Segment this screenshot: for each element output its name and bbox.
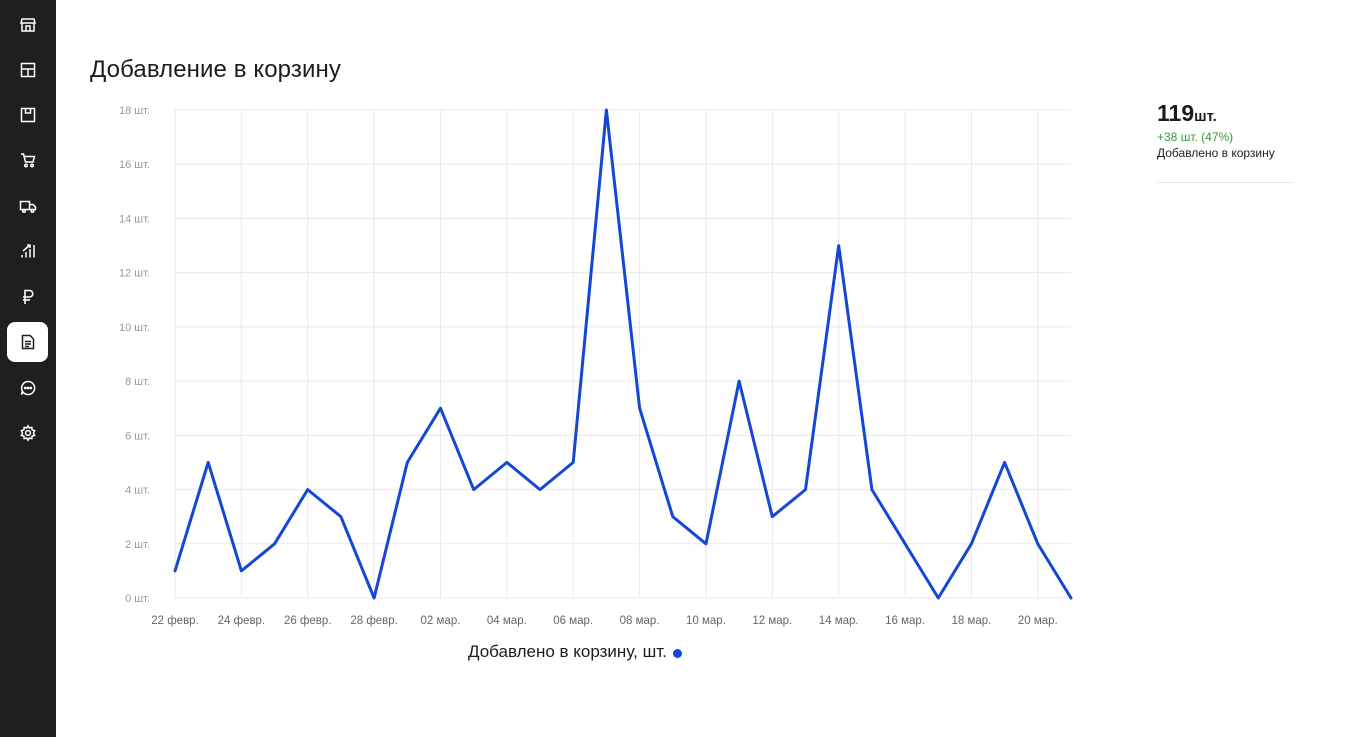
nav-item-delivery[interactable] — [7, 186, 48, 226]
data-point[interactable] — [768, 513, 776, 521]
analytics-icon — [20, 244, 35, 258]
x-tick-label: 12 мар. — [752, 615, 792, 627]
data-point[interactable] — [204, 458, 212, 466]
data-point[interactable] — [735, 377, 743, 385]
package-icon — [20, 107, 35, 123]
data-point[interactable] — [171, 567, 179, 575]
summary-total: 119 — [1157, 100, 1195, 126]
truck-icon — [19, 200, 36, 214]
x-tick-label: 18 мар. — [951, 615, 991, 627]
x-tick-label: 08 мар. — [620, 615, 660, 627]
data-point[interactable] — [868, 486, 876, 494]
y-tick-label: 2 шт. — [125, 539, 150, 551]
sidebar — [0, 0, 56, 737]
data-point[interactable] — [1067, 594, 1075, 602]
ruble-icon — [22, 289, 33, 304]
data-point[interactable] — [901, 540, 909, 548]
legend-label: Добавлено в корзину, шт. — [468, 642, 667, 661]
data-point[interactable] — [702, 540, 710, 548]
page-title: Добавление в корзину — [90, 56, 341, 83]
chart: 0 шт. 2 шт. 4 шт. 6 шт. 8 шт. 10 шт. 12 шт. 14 … — [119, 105, 1075, 627]
data-point[interactable] — [934, 594, 942, 602]
data-point[interactable] — [304, 486, 312, 494]
y-tick-label: 4 шт. — [125, 485, 150, 497]
summary-total-row: 119шт. — [1157, 100, 1293, 127]
nav-item-products[interactable] — [7, 95, 48, 135]
data-point[interactable] — [602, 106, 610, 114]
x-tick-label: 04 мар. — [487, 615, 527, 627]
legend-dot-icon — [672, 648, 682, 658]
chart-legend[interactable]: Добавлено в корзину, шт. — [468, 642, 682, 662]
nav-item-orders[interactable] — [7, 140, 48, 180]
y-tick-label: 0 шт. — [125, 593, 150, 605]
data-point[interactable] — [436, 404, 444, 412]
nav-item-finance[interactable] — [7, 277, 48, 317]
data-point[interactable] — [569, 458, 577, 466]
y-tick-label: 16 шт. — [119, 159, 150, 171]
nav-item-settings[interactable] — [7, 413, 48, 453]
nav-item-chat[interactable] — [7, 368, 48, 408]
nav-item-analytics[interactable] — [7, 231, 48, 271]
summary-divider — [1157, 182, 1293, 183]
data-point[interactable] — [636, 404, 644, 412]
x-tick-label: 10 мар. — [686, 615, 726, 627]
report-icon — [21, 334, 34, 350]
x-tick-label: 26 февр. — [284, 615, 332, 627]
data-point[interactable] — [271, 540, 279, 548]
data-point[interactable] — [470, 486, 478, 494]
x-tick-label: 14 мар. — [819, 615, 859, 627]
data-point[interactable] — [967, 540, 975, 548]
summary-caption: Добавлено в корзину — [1157, 146, 1275, 160]
settings-icon — [19, 424, 36, 442]
nav-item-store[interactable] — [7, 5, 48, 45]
layout-icon — [20, 62, 35, 78]
store-icon — [19, 18, 36, 32]
data-point[interactable] — [1034, 540, 1042, 548]
series-line[interactable] — [173, 108, 1073, 600]
cart-icon — [20, 153, 35, 168]
data-point[interactable] — [370, 594, 378, 602]
x-tick-label: 02 мар. — [421, 615, 461, 627]
x-tick-label: 24 февр. — [218, 615, 266, 627]
data-point[interactable] — [1001, 458, 1009, 466]
y-tick-label: 10 шт. — [119, 322, 150, 334]
nav-item-layout[interactable] — [7, 50, 48, 90]
y-tick-label: 14 шт. — [119, 213, 150, 225]
y-tick-label: 8 шт. — [125, 376, 150, 388]
summary-delta: +38 шт. (47%) — [1157, 130, 1234, 144]
chat-icon — [20, 380, 35, 396]
data-point[interactable] — [503, 458, 511, 466]
data-point[interactable] — [403, 458, 411, 466]
data-point[interactable] — [536, 486, 544, 494]
summary-unit: шт. — [1194, 108, 1217, 125]
y-tick-label: 12 шт. — [119, 268, 150, 280]
y-tick-label: 6 шт. — [125, 430, 150, 442]
data-point[interactable] — [669, 513, 677, 521]
data-point[interactable] — [802, 486, 810, 494]
x-tick-label: 20 мар. — [1018, 615, 1058, 627]
data-point[interactable] — [835, 242, 843, 250]
data-point[interactable] — [337, 513, 345, 521]
x-tick-label: 28 февр. — [350, 615, 398, 627]
x-tick-label: 06 мар. — [553, 615, 593, 627]
x-tick-label: 16 мар. — [885, 615, 925, 627]
y-tick-label: 18 шт. — [119, 105, 150, 117]
data-point[interactable] — [237, 567, 245, 575]
summary-panel: 119шт. +38 шт. (47%) Добавлено в корзину — [1157, 100, 1293, 183]
nav-item-reports[interactable] — [7, 322, 48, 362]
x-tick-label: 22 февр. — [151, 615, 199, 627]
